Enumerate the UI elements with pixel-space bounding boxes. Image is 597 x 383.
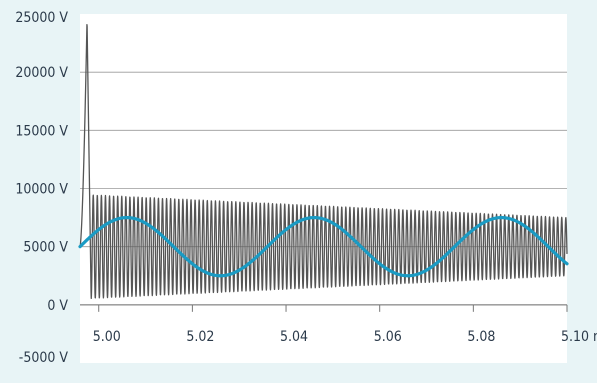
x-tick-label: 5.02 <box>186 329 214 345</box>
y-tick-label: 15000 V <box>15 123 68 139</box>
y-axis: 25000 V 20000 V 15000 V 10000 V 5000 V 0 V -50… <box>15 10 68 366</box>
oscillation-series-line <box>79 23 568 300</box>
y-tick-label: -5000 V <box>19 350 69 366</box>
y-tick-label: 20000 V <box>15 65 68 81</box>
sine-series-line <box>78 215 569 278</box>
x-axis: 5.00 5.02 5.04 5.06 5.08 5.10 ms <box>80 304 597 345</box>
y-tick-label: 0 V <box>47 298 68 314</box>
x-tick-label: 5.10 ms <box>561 329 597 345</box>
y-tick-label: 10000 V <box>15 182 68 198</box>
x-tick-label: 5.08 <box>467 329 495 345</box>
series-group <box>78 23 569 300</box>
x-tick-label: 5.00 <box>93 329 121 345</box>
x-tick-label: 5.06 <box>374 329 402 345</box>
y-tick-label: 5000 V <box>23 240 68 256</box>
y-tick-label: 25000 V <box>15 10 68 26</box>
x-tick-label: 5.04 <box>280 329 308 345</box>
